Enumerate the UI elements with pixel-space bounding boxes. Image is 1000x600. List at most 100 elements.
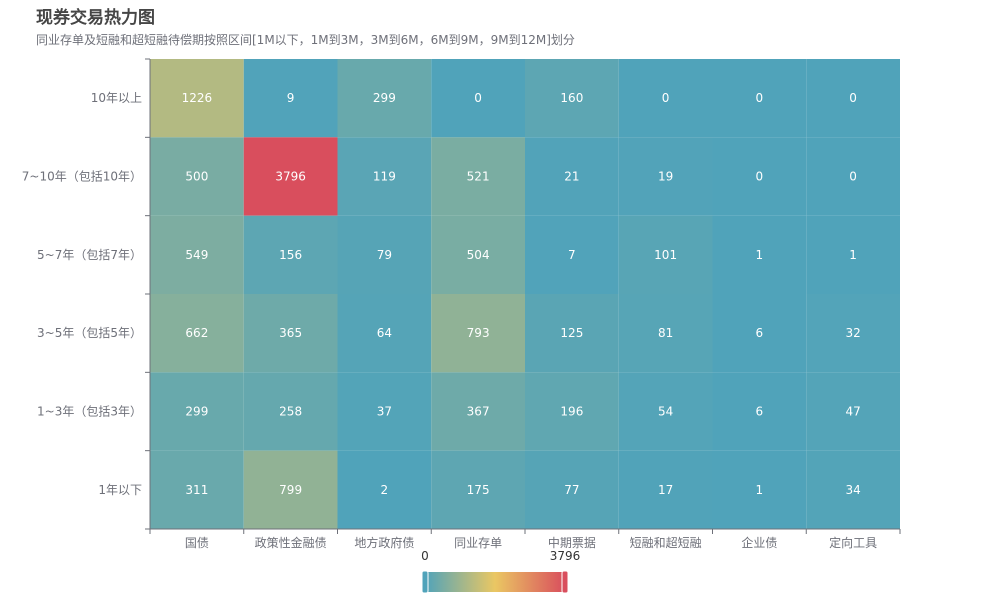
cell-value-label: 0 xyxy=(756,91,764,105)
cell-value-label: 32 xyxy=(845,326,860,340)
heatmap-cell[interactable] xyxy=(243,372,338,451)
heatmap-cell[interactable] xyxy=(337,372,432,451)
cell-value-label: 0 xyxy=(756,170,764,184)
x-axis-label: 地方政府债 xyxy=(354,535,414,550)
heatmap-cell[interactable] xyxy=(337,59,432,138)
heatmap-cell[interactable] xyxy=(525,294,619,373)
heatmap-cell[interactable] xyxy=(712,215,807,294)
heatmap-cell[interactable] xyxy=(150,372,244,451)
cell-value-label: 64 xyxy=(377,326,392,340)
heatmap-cell[interactable] xyxy=(618,294,713,373)
cell-value-label: 77 xyxy=(564,483,579,497)
heatmap-cell[interactable] xyxy=(618,450,713,529)
cell-value-label: 504 xyxy=(467,248,490,262)
cell-value-label: 1 xyxy=(849,248,857,262)
y-axis-label: 7~10年（包括10年） xyxy=(22,169,142,184)
cell-value-label: 160 xyxy=(560,91,583,105)
heatmap-cell[interactable] xyxy=(431,372,525,451)
heatmap-cell[interactable] xyxy=(150,215,244,294)
x-axis-label: 国债 xyxy=(185,536,209,550)
heatmap-cell[interactable] xyxy=(712,137,807,216)
heatmap-cell[interactable] xyxy=(243,294,338,373)
heatmap-cell[interactable] xyxy=(431,137,525,216)
y-axis-label: 1年以下 xyxy=(98,483,142,497)
heatmap-cell[interactable] xyxy=(806,450,900,529)
heatmap-cell[interactable] xyxy=(337,215,432,294)
heatmap-cell[interactable] xyxy=(806,59,900,138)
heatmap-cell[interactable] xyxy=(806,294,900,373)
visual-map-max-label: 3796 xyxy=(550,549,581,563)
cell-value-label: 7 xyxy=(568,248,576,262)
heatmap-cell[interactable] xyxy=(806,372,900,451)
cell-value-label: 0 xyxy=(849,170,857,184)
cell-value-label: 2 xyxy=(381,483,389,497)
x-axis-label: 企业债 xyxy=(741,535,777,550)
cell-value-label: 17 xyxy=(658,483,673,497)
heatmap-cell[interactable] xyxy=(431,215,525,294)
heatmap-cell[interactable] xyxy=(337,294,432,373)
heatmap-cell[interactable] xyxy=(618,137,713,216)
chart-title: 现券交易热力图 xyxy=(36,8,155,28)
heatmap-cell[interactable] xyxy=(337,137,432,216)
heatmap-cell[interactable] xyxy=(525,372,619,451)
x-axis-label: 政策性金融债 xyxy=(255,535,327,550)
heatmap-cell[interactable] xyxy=(806,215,900,294)
heatmap-cell[interactable] xyxy=(712,294,807,373)
cell-value-label: 6 xyxy=(756,405,764,419)
cell-value-label: 500 xyxy=(185,170,208,184)
heatmap-cell[interactable] xyxy=(243,215,338,294)
heatmap-cell[interactable] xyxy=(243,450,338,529)
heatmap-axes: 10年以上 7~10年（包括10年） 5~7年（包括7年） 3~5年（包括5年） 1~3… xyxy=(22,58,901,550)
cell-value-label: 367 xyxy=(467,405,490,419)
heatmap-cell[interactable] xyxy=(431,450,525,529)
x-axis-label: 同业存单 xyxy=(454,536,502,550)
heatmap-cell[interactable] xyxy=(431,294,525,373)
cell-value-label: 799 xyxy=(279,483,302,497)
heatmap-cell[interactable] xyxy=(337,450,432,529)
heatmap-cell[interactable] xyxy=(243,137,338,216)
y-axis-label: 10年以上 xyxy=(91,91,142,105)
chart-subtitle: 同业存单及短融和超短融待偿期按照区间[1M以下，1M到3M，3M到6M，6M到9… xyxy=(36,33,575,47)
cell-value-label: 549 xyxy=(185,248,208,262)
heatmap-cell[interactable] xyxy=(525,137,619,216)
visual-map[interactable]: 0 3796 xyxy=(421,549,581,594)
cell-value-label: 0 xyxy=(849,91,857,105)
cell-value-label: 299 xyxy=(373,91,396,105)
heatmap-cell[interactable] xyxy=(525,450,619,529)
heatmap-cell[interactable] xyxy=(618,59,713,138)
cell-value-label: 34 xyxy=(845,483,860,497)
cell-value-label: 19 xyxy=(658,170,673,184)
heatmap-cell[interactable] xyxy=(150,450,244,529)
heatmap-cell[interactable] xyxy=(150,294,244,373)
heatmap-cell[interactable] xyxy=(618,372,713,451)
heatmap-cell[interactable] xyxy=(150,59,244,138)
cell-value-label: 0 xyxy=(474,91,482,105)
heatmap-cell[interactable] xyxy=(712,372,807,451)
heatmap-cell[interactable] xyxy=(431,59,525,138)
heatmap-cell[interactable] xyxy=(243,59,338,138)
cell-value-label: 662 xyxy=(185,326,208,340)
cell-value-label: 81 xyxy=(658,326,673,340)
y-axis-label: 3~5年（包括5年） xyxy=(37,325,142,340)
cell-value-label: 299 xyxy=(185,405,208,419)
heatmap-cell[interactable] xyxy=(806,137,900,216)
cell-value-label: 1 xyxy=(756,483,764,497)
visual-map-min-handle[interactable] xyxy=(421,570,429,594)
heatmap-cell[interactable] xyxy=(618,215,713,294)
cell-value-label: 37 xyxy=(377,405,392,419)
cell-value-label: 793 xyxy=(467,326,490,340)
heatmap-cell[interactable] xyxy=(712,450,807,529)
heatmap-cell[interactable] xyxy=(150,137,244,216)
cell-value-label: 196 xyxy=(560,405,583,419)
heatmap-cell[interactable] xyxy=(525,215,619,294)
cell-value-label: 0 xyxy=(662,91,670,105)
cell-value-label: 21 xyxy=(564,170,579,184)
visual-map-bar[interactable] xyxy=(425,572,565,592)
visual-map-max-handle[interactable] xyxy=(561,570,569,594)
x-axis-label: 中期票据 xyxy=(548,535,596,550)
y-axis-label: 5~7年（包括7年） xyxy=(37,247,142,262)
cell-value-label: 521 xyxy=(467,170,490,184)
heatmap-cell[interactable] xyxy=(712,59,807,138)
heatmap-cell[interactable] xyxy=(525,59,619,138)
